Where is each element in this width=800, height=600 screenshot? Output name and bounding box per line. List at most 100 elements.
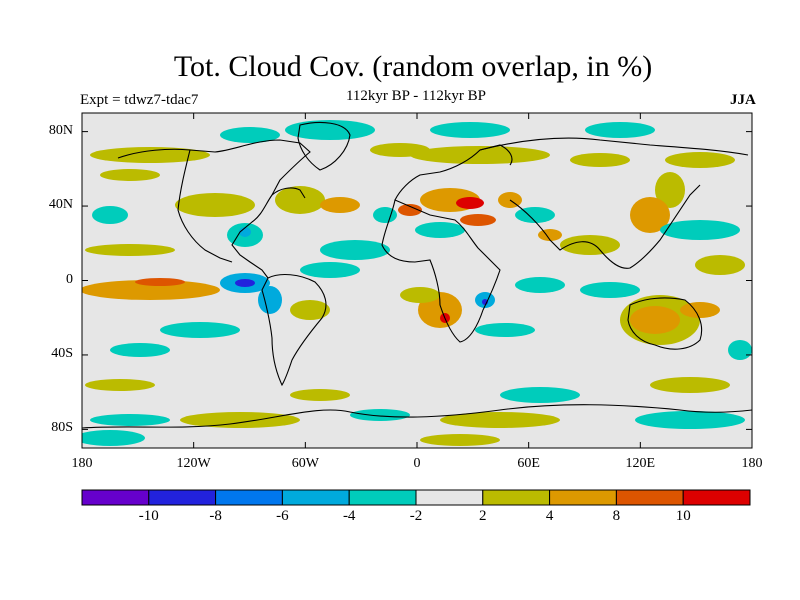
anomaly-patch <box>220 127 280 143</box>
anomaly-patch <box>180 412 300 428</box>
colorbar <box>81 489 751 506</box>
anomaly-patch <box>90 147 210 163</box>
coastline-antarctica <box>82 404 752 429</box>
anomaly-patch <box>630 306 680 334</box>
anomaly-patch <box>415 222 465 238</box>
colorbar-swatch <box>148 489 217 506</box>
anomaly-patch <box>695 255 745 275</box>
coastline-asia-north <box>479 137 749 156</box>
anomaly-field <box>82 120 752 446</box>
anomaly-patch <box>320 240 390 260</box>
anomaly-patch <box>258 286 282 314</box>
colorbar-swatch <box>281 489 350 506</box>
anomaly-patch <box>635 411 745 429</box>
coastline-greenland <box>297 121 351 171</box>
anomaly-patch <box>235 279 255 287</box>
anomaly-patch <box>290 300 330 320</box>
lon-tick-label: 180 <box>741 456 763 471</box>
anomaly-patch <box>650 377 730 393</box>
anomaly-patch <box>175 193 255 217</box>
anomaly-patch <box>290 389 350 401</box>
anomaly-patch <box>430 122 510 138</box>
coastline-south-america <box>261 273 327 387</box>
lon-tick-label: 0 <box>413 456 421 471</box>
colorbar-swatch <box>615 489 684 506</box>
coastline-hudson <box>271 187 306 199</box>
anomaly-patch <box>239 227 251 237</box>
colorbar-swatch <box>81 489 150 506</box>
anomaly-patch <box>350 409 410 421</box>
coastline-europe <box>394 144 513 201</box>
lat-tick-label: 80N <box>48 122 73 138</box>
lon-tick-label: 60E <box>517 456 540 471</box>
coastline-north-america-west <box>177 149 233 263</box>
colorbar-label: -10 <box>138 508 159 524</box>
map-background <box>82 113 752 448</box>
experiment-label: Expt = tdwz7-tdac7 <box>80 92 199 108</box>
colorbar-swatch <box>482 489 551 506</box>
colorbar-swatch <box>415 489 484 506</box>
anomaly-patch <box>728 340 752 360</box>
anomaly-patch <box>320 197 360 213</box>
anomaly-patch <box>665 152 735 168</box>
coastline-africa <box>381 199 501 343</box>
anomaly-patch <box>160 322 240 338</box>
anomaly-patch <box>630 197 670 233</box>
lat-tick-label: 40N <box>48 197 73 213</box>
colorbar-label: -2 <box>409 508 423 524</box>
colorbar-label: -4 <box>342 508 356 524</box>
anomaly-patch <box>475 323 535 337</box>
chart-subtitle: 112kyr BP - 112kyr BP <box>345 88 486 104</box>
season-label: JJA <box>730 92 756 108</box>
anomaly-patch <box>660 220 740 240</box>
anomaly-patch <box>92 206 128 224</box>
anomaly-patch <box>135 278 185 286</box>
anomaly-patch <box>515 277 565 293</box>
anomaly-patch <box>420 434 500 446</box>
anomaly-patch <box>456 197 484 209</box>
colorbar-label: -6 <box>276 508 289 524</box>
anomaly-patch <box>410 146 550 164</box>
colorbar-label: 10 <box>675 508 691 524</box>
anomaly-patch <box>460 214 496 226</box>
colorbar-label: -8 <box>209 508 222 524</box>
colorbar-swatch <box>682 489 751 506</box>
lon-tick-label: 120E <box>625 456 656 471</box>
lat-tick-label: 80S <box>51 420 73 436</box>
anomaly-patch <box>82 430 145 446</box>
anomaly-patch <box>275 186 325 214</box>
lon-tick-label: 120W <box>176 456 211 471</box>
anomaly-patch <box>655 172 685 208</box>
anomaly-patch <box>580 282 640 298</box>
anomaly-patch <box>680 302 720 318</box>
colorbar-swatch <box>348 489 417 506</box>
lon-tick-label: 60W <box>291 456 319 471</box>
anomaly-patch <box>85 244 175 256</box>
anomaly-patch <box>300 262 360 278</box>
anomaly-patch <box>82 280 220 300</box>
anomaly-patch <box>500 387 580 403</box>
anomaly-patch <box>85 379 155 391</box>
coastline-north-america <box>117 139 311 279</box>
anomaly-patch <box>285 120 375 140</box>
anomaly-patch <box>100 169 160 181</box>
colorbar-swatch <box>549 489 617 506</box>
colorbar-label: 2 <box>479 508 487 524</box>
anomaly-patch <box>373 207 397 223</box>
coastlines <box>82 121 752 429</box>
anomaly-patch <box>110 343 170 357</box>
anomaly-patch <box>560 235 620 255</box>
chart-title: Tot. Cloud Cov. (random overlap, in %) <box>173 50 653 83</box>
lat-tick-label: 40S <box>51 345 73 361</box>
coastline-australia <box>627 297 703 350</box>
anomaly-patch <box>585 122 655 138</box>
colorbar-label: 8 <box>612 508 621 524</box>
coastline-asia-south <box>509 184 701 269</box>
lat-tick-label: 0 <box>66 271 73 287</box>
anomaly-patch <box>398 204 422 216</box>
axis-ticks <box>81 113 753 448</box>
anomaly-patch <box>440 412 560 428</box>
colorbar-swatch <box>215 489 283 506</box>
anomaly-patch <box>90 414 170 426</box>
